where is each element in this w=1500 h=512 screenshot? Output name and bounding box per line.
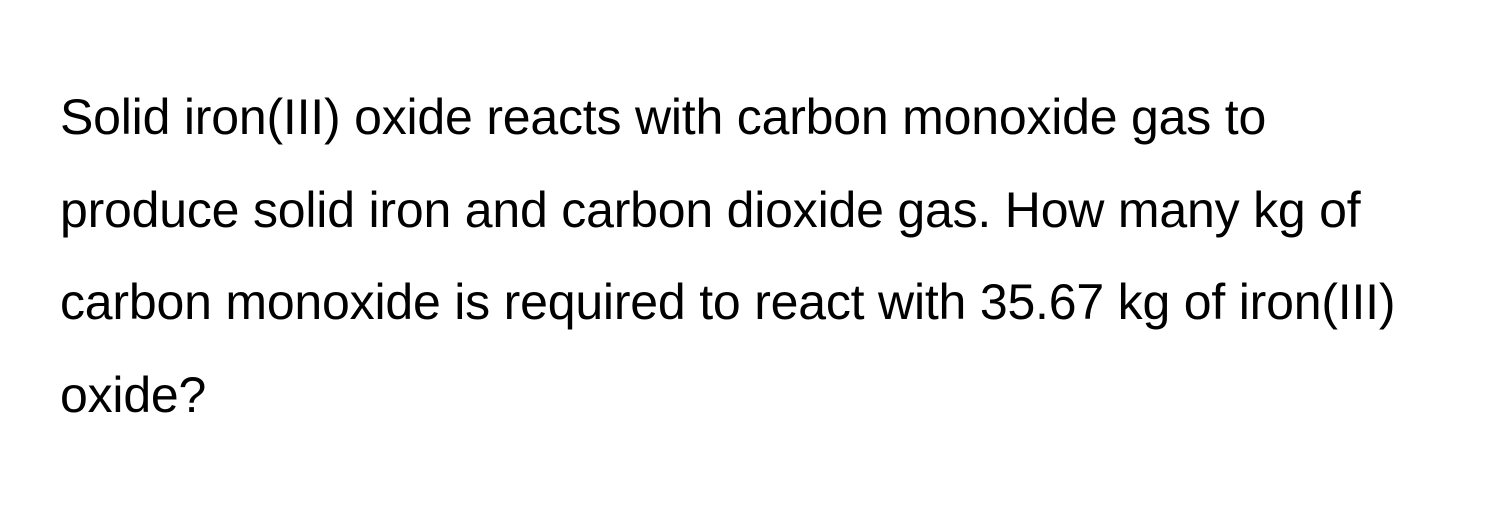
question-text: Solid iron(III) oxide reacts with carbon…	[60, 71, 1440, 441]
